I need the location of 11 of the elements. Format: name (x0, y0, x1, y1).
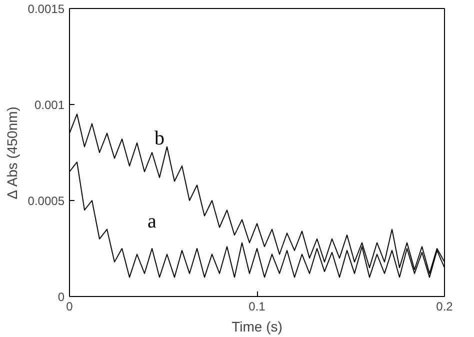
y-tick-label: 0.0015 (28, 2, 65, 16)
series-label: a (148, 210, 157, 232)
y-tick-label: 0.0005 (28, 194, 65, 208)
y-tick-label: 0 (58, 290, 65, 304)
x-tick-label: 0.1 (248, 300, 266, 314)
series-label: b (154, 127, 164, 150)
y-tick-label: 0.001 (34, 98, 65, 112)
x-tick-label: 0.2 (436, 300, 454, 314)
x-axis-title: Time (s) (232, 318, 282, 334)
y-axis-title: Δ Abs (450nm) (4, 106, 20, 200)
x-tick-label: 0 (66, 300, 74, 314)
